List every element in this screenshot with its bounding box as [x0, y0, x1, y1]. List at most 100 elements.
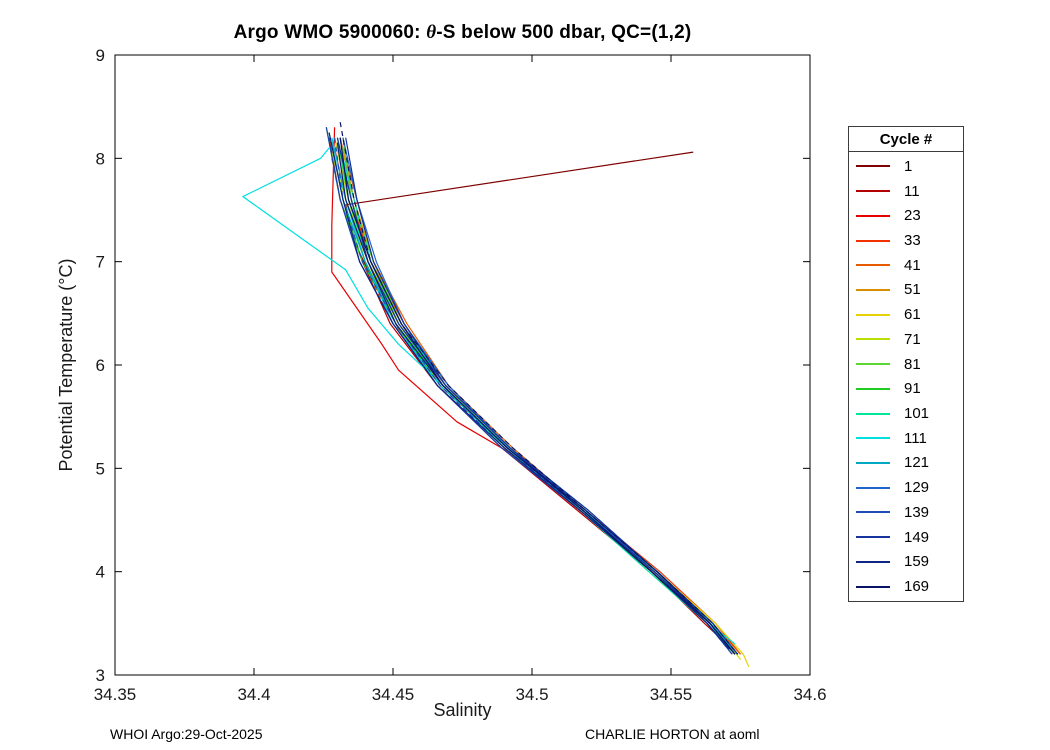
legend-line-sample	[856, 387, 890, 390]
x-tick-label: 34.5	[515, 685, 548, 704]
legend-entry: 91	[849, 381, 963, 396]
legend-entry: 149	[849, 530, 963, 545]
x-tick-label: 34.55	[650, 685, 693, 704]
series-line-cycle-169	[339, 137, 736, 655]
legend-entry-label: 101	[904, 405, 930, 423]
legend-entry: 51	[849, 282, 963, 297]
series-line-cycle-159	[328, 132, 730, 650]
series-line-cycle-61	[336, 142, 750, 667]
y-tick-label: 8	[96, 149, 105, 168]
series-line-cycle-111	[242, 147, 736, 645]
legend-entry-label: 71	[904, 330, 921, 348]
series-line-cycle-117	[331, 137, 736, 655]
chart-title-theta: θ	[426, 22, 437, 43]
legend-line-sample	[856, 165, 890, 168]
legend-entry: 41	[849, 258, 963, 273]
chart-title-prefix: Argo WMO 5900060:	[233, 22, 427, 43]
legend-entry-label: 111	[904, 429, 927, 447]
legend-entry-label: 169	[904, 578, 930, 596]
legend-line-sample	[856, 190, 890, 193]
series-line-cycle-163	[339, 122, 739, 655]
x-axis-label: Salinity	[433, 700, 491, 720]
series-line-cycle-121	[331, 142, 739, 655]
plot-box	[114, 54, 811, 676]
series-line-cycle-27	[342, 137, 736, 655]
legend-entry: 159	[849, 554, 963, 569]
y-tick-label: 3	[96, 666, 105, 685]
series-line-cycle-139	[334, 137, 733, 655]
legend-line-sample	[856, 239, 890, 242]
series-line-cycle-37	[331, 158, 733, 655]
legend-entry-label: 61	[904, 306, 921, 324]
series-line-cycle-57	[342, 147, 736, 655]
series-line-cycle-41	[345, 158, 741, 655]
series-line-cycle-143	[345, 137, 736, 655]
series-line-cycle-1	[345, 151, 733, 650]
legend-entries: 1 11 23 33 41 51 61 71 81 91 101 111 121 129 139 149 159…	[849, 152, 963, 601]
legend-line-sample	[856, 486, 890, 489]
x-tick-label: 34.6	[793, 685, 826, 704]
y-tick-label: 7	[96, 253, 105, 272]
y-tick-label: 9	[96, 46, 105, 65]
footer-credit-right: CHARLIE HORTON at aoml	[585, 726, 760, 742]
series-line-cycle-23	[331, 127, 739, 655]
y-tick-label: 5	[96, 459, 105, 478]
legend-entry: 139	[849, 505, 963, 520]
legend-entry-label: 139	[904, 503, 930, 521]
series-line-cycle-129	[342, 137, 736, 655]
series-line-cycle-17	[334, 147, 739, 655]
series-line-cycle-133	[325, 127, 733, 655]
legend-entry: 101	[849, 406, 963, 421]
legend-title: Cycle #	[849, 127, 963, 152]
legend-line-sample	[856, 560, 890, 563]
legend-entry-label: 159	[904, 553, 930, 571]
legend-entry: 11	[849, 184, 963, 199]
legend-line-sample	[856, 313, 890, 316]
legend-entry-label: 1	[904, 157, 913, 175]
legend-entry: 129	[849, 480, 963, 495]
series-line-cycle-105	[342, 158, 739, 655]
legend-entry: 111	[849, 431, 963, 446]
x-tick-label: 34.4	[237, 685, 270, 704]
legend-line-sample	[856, 214, 890, 217]
x-tick-label: 34.45	[372, 685, 415, 704]
chart-title-suffix: -S below 500 dbar, QC=(1,2)	[436, 22, 692, 43]
legend-entry-label: 51	[904, 281, 921, 299]
series-line-cycle-51	[334, 137, 739, 655]
series-line-cycle-67	[334, 137, 741, 660]
legend-line-sample	[856, 536, 890, 539]
legend-entry-label: 149	[904, 528, 930, 546]
legend-line-sample	[856, 461, 890, 464]
series-line-cycle-91	[325, 127, 736, 655]
series-line-cycle-47	[336, 137, 739, 655]
legend-line-sample	[856, 264, 890, 267]
legend-line-sample	[856, 363, 890, 366]
series-line-cycle-101	[339, 137, 733, 650]
y-tick-label: 4	[96, 563, 105, 582]
x-tick-label: 34.35	[94, 685, 137, 704]
legend-line-sample	[856, 437, 890, 440]
legend-entry-label: 91	[904, 380, 921, 398]
series-line-cycle-81	[342, 137, 739, 655]
legend-entry: 121	[849, 455, 963, 470]
series-line-cycle-149	[336, 137, 739, 655]
legend-entry: 33	[849, 233, 963, 248]
legend-entry: 81	[849, 357, 963, 372]
series-line-cycle-153	[336, 142, 736, 655]
series-line-cycle-97	[336, 137, 733, 650]
legend-line-sample	[856, 412, 890, 415]
legend-line-sample	[856, 338, 890, 341]
series-group	[242, 122, 750, 667]
legend-line-sample	[856, 288, 890, 291]
legend-entry: 169	[849, 579, 963, 594]
legend-entry-label: 81	[904, 355, 921, 373]
series-line-cycle-77	[339, 137, 739, 655]
legend: Cycle # 1 11 23 33 41 51 61 71 81 91 101 111 121 129 1…	[848, 126, 964, 602]
legend-entry-label: 11	[904, 182, 920, 200]
legend-entry-label: 23	[904, 207, 921, 225]
legend-line-sample	[856, 511, 890, 514]
series-line-cycle-125	[339, 137, 739, 655]
legend-entry: 71	[849, 332, 963, 347]
